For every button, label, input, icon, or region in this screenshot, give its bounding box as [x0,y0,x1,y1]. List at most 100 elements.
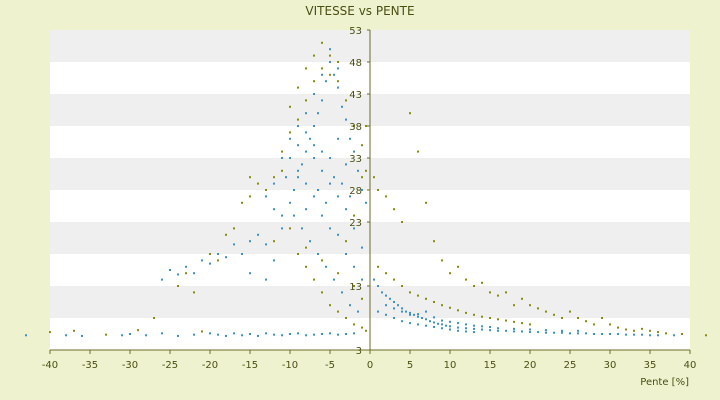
data-point [273,333,275,336]
data-point [357,310,359,313]
data-point [537,331,539,334]
data-point [297,125,299,127]
data-point [561,331,563,334]
data-point [593,333,595,335]
data-point [349,304,351,307]
data-point [333,176,335,179]
data-point [401,320,403,323]
data-point [649,329,651,332]
chart-title: VITESSE vs PENTE [305,4,414,18]
data-point [529,304,531,307]
data-point [449,320,451,323]
data-point [353,125,355,127]
data-point [289,105,291,108]
data-point [425,310,427,313]
data-point [441,304,443,307]
data-point [217,253,219,255]
data-point [617,333,619,335]
data-point [393,317,395,319]
data-point [505,291,507,294]
data-point [301,227,303,230]
data-point [201,330,203,333]
data-point [617,326,619,329]
data-point [281,227,283,230]
data-point [325,201,327,204]
data-point [265,243,267,246]
y-tick-label: 43 [349,90,362,101]
data-point [297,332,299,335]
data-point [281,169,283,172]
data-point [545,310,547,313]
data-point [409,112,411,115]
data-point [329,54,331,57]
data-point [497,327,499,330]
data-point [365,169,367,172]
data-point [345,317,347,319]
data-point [337,333,339,336]
data-point [521,297,523,300]
data-point [465,327,467,330]
data-point [289,201,291,204]
data-point [257,334,259,337]
data-point [513,327,515,330]
data-point [417,315,419,318]
data-point [293,189,295,191]
data-point [193,291,195,294]
data-point [129,333,131,335]
data-point [313,54,315,57]
x-tick-label: -10 [282,360,298,371]
data-point [301,163,303,166]
data-point [625,333,627,336]
data-point [185,272,187,275]
data-point [393,208,395,211]
data-point [297,253,299,255]
data-point [309,137,311,140]
data-point [321,73,323,76]
data-point [417,150,419,153]
data-point [153,317,155,319]
data-point [265,195,267,198]
data-point [445,324,447,327]
data-point [209,253,211,255]
data-point [257,233,259,236]
data-point [473,331,475,334]
data-point [193,272,195,275]
data-point [441,327,443,330]
data-point [425,297,427,300]
data-point [473,327,475,330]
data-point [545,331,547,334]
x-tick-label: -30 [122,360,138,371]
data-point [317,189,319,191]
data-point [49,331,51,334]
data-point [381,291,383,294]
data-point [333,278,335,281]
data-point [361,144,363,147]
data-point [177,334,179,337]
x-tick-label: 35 [644,360,657,371]
data-point [473,324,475,327]
x-tick-label: 20 [524,360,537,371]
data-point [233,243,235,246]
data-point [625,328,627,331]
data-point [329,227,331,230]
data-point [241,334,243,337]
data-point [345,240,347,243]
data-point [393,307,395,310]
data-point [321,259,323,262]
data-point [145,334,147,337]
data-point [249,195,251,198]
y-tick-label: 38 [349,122,362,133]
data-point [385,313,387,316]
data-point [321,67,323,70]
data-point [705,334,707,337]
data-point [465,278,467,281]
data-point [341,182,343,185]
data-point [353,285,355,287]
data-point [209,262,211,265]
data-point [385,294,387,297]
data-point [241,201,243,204]
data-point [293,214,295,217]
data-point [405,310,407,313]
data-point [497,318,499,321]
data-point [273,240,275,243]
